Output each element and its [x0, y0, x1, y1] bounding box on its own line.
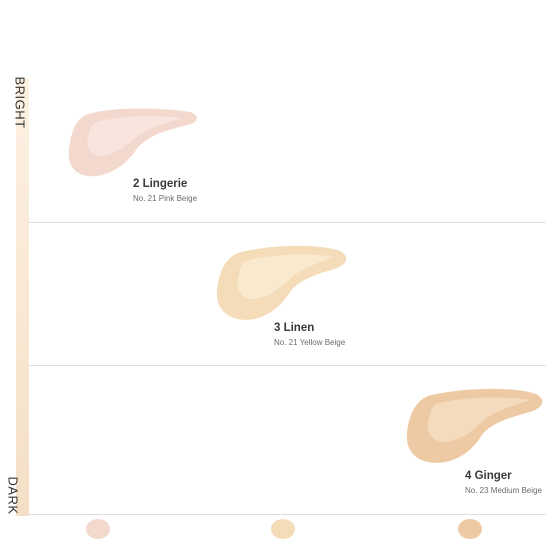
partial-swatch-pink: [86, 519, 110, 539]
shade-name: 2 Lingerie: [133, 178, 188, 190]
shade-description: No. 21 Pink Beige: [133, 194, 198, 203]
shade-swatch-lingerie: [68, 108, 197, 177]
row-divider: [29, 222, 546, 223]
partial-swatch-yellow: [271, 519, 295, 539]
shade-swatch-ginger: [406, 388, 543, 463]
row-divider: [29, 365, 546, 366]
shade-swatch-linen: [216, 245, 347, 320]
partial-swatch-beige: [458, 519, 482, 539]
shade-name: 3 Linen: [274, 322, 315, 334]
shade-name: 4 Ginger: [465, 470, 512, 482]
dark-label: DARK: [5, 476, 21, 515]
bright-label: BRIGHT: [12, 76, 28, 129]
row-divider: [29, 514, 546, 515]
shade-description: No. 21 Yellow Beige: [274, 338, 346, 347]
shade-description: No. 23 Medium Beige: [465, 486, 542, 495]
brightness-gradient-bar: [16, 78, 29, 516]
